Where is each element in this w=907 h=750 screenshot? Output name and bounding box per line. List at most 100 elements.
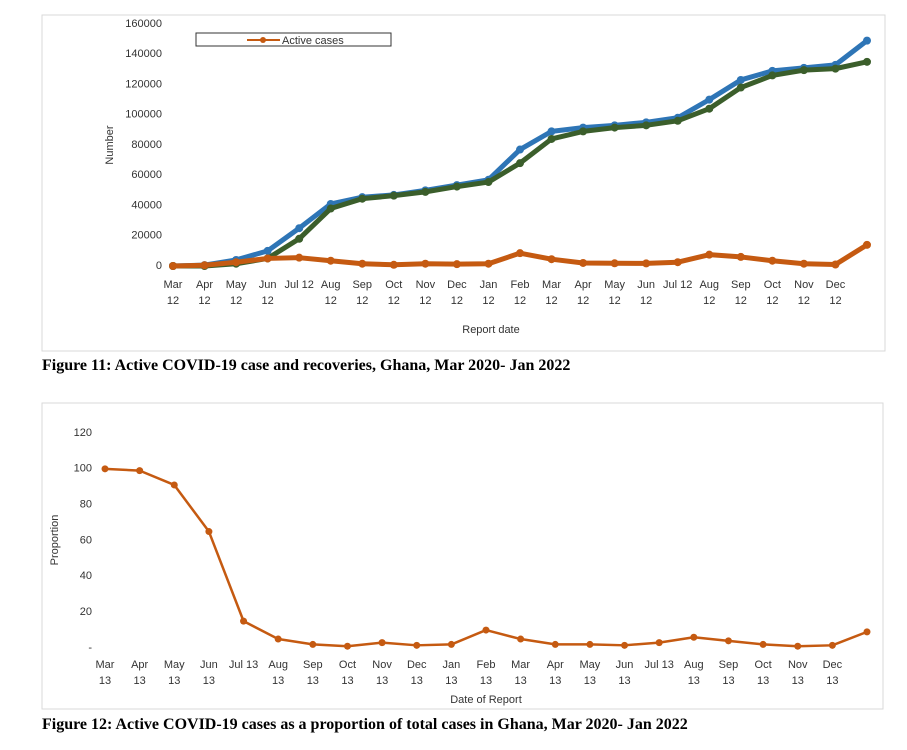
data-point (828, 641, 836, 649)
x-axis-label: Report date (462, 324, 519, 336)
x-tick-label: Aug 13 (684, 659, 704, 687)
x-tick-label: Dec 13 (406, 659, 427, 687)
data-point (547, 255, 556, 264)
legend-label: Active cases (282, 35, 344, 47)
data-point (768, 71, 777, 80)
data-point (547, 134, 556, 143)
x-tick-label: May 12 (225, 279, 247, 307)
caption: Figure 12: Active COVID-19 cases as a pr… (42, 716, 688, 733)
x-tick-label: Sep 12 (352, 279, 373, 307)
y-tick-label: 100000 (125, 109, 162, 121)
x-tick-label: Aug 13 (268, 659, 288, 687)
data-point (309, 640, 317, 648)
data-point (263, 254, 272, 263)
x-tick-label: Dec 12 (447, 279, 467, 307)
x-tick-label: Jan 12 (479, 279, 498, 307)
x-tick-label: Nov 13 (787, 659, 808, 687)
x-tick-label: May 12 (604, 279, 626, 307)
data-point (484, 259, 493, 268)
data-point (516, 249, 524, 258)
y-tick-label: 60 (80, 534, 92, 546)
data-point (295, 234, 304, 243)
x-tick-label: Oct 13 (338, 659, 357, 687)
x-tick-label: Jul 12 (284, 279, 314, 291)
data-point (295, 224, 304, 233)
data-point (295, 253, 304, 262)
data-point (794, 642, 802, 650)
data-point (690, 633, 698, 641)
data-point (863, 628, 871, 636)
x-tick-label: Nov 13 (372, 659, 392, 687)
x-tick-label: Sep 13 (718, 659, 739, 687)
chart-frame (41, 402, 884, 710)
x-tick-label: Apr 12 (574, 279, 592, 307)
data-point (768, 256, 777, 265)
y-tick-label: 0 (156, 260, 162, 272)
data-point (736, 83, 745, 92)
data-point (642, 259, 651, 268)
x-tick-label: Oct 12 (763, 279, 781, 307)
data-point (673, 116, 682, 125)
x-tick-label: Nov 12 (415, 279, 436, 307)
x-tick-label: Apr 12 (195, 279, 214, 307)
data-point (326, 256, 335, 265)
series-line (104, 467, 868, 648)
data-point (482, 626, 490, 634)
data-point (759, 640, 767, 648)
y-tick-label: 40 (80, 570, 92, 582)
data-point (705, 250, 714, 259)
x-axis-label: Date of Report (450, 694, 522, 706)
data-point (863, 57, 871, 66)
data-point (452, 182, 461, 191)
x-tick-label: Feb 12 (510, 279, 530, 307)
data-point (673, 258, 682, 267)
y-tick-label: 40000 (131, 199, 162, 211)
x-tick-label: Jun 12 (258, 279, 277, 307)
data-point (136, 467, 144, 475)
y-tick-label: 120000 (125, 78, 162, 90)
x-tick-label: Dec 13 (822, 659, 843, 687)
data-point (240, 617, 248, 625)
y-tick-label: 80000 (131, 139, 162, 151)
x-tick-label: Mar 12 (542, 279, 561, 307)
y-tick-label: 60000 (131, 169, 162, 181)
data-point (205, 528, 213, 536)
data-point (389, 260, 398, 269)
y-axis-label: Number (104, 125, 116, 164)
x-tick-label: Jan 13 (442, 659, 461, 687)
data-point (516, 159, 524, 168)
x-tick-label: Dec 12 (825, 279, 846, 307)
data-point (343, 642, 351, 650)
y-tick-label: 100 (74, 463, 92, 475)
legend-box (195, 32, 392, 47)
data-point (378, 639, 386, 647)
x-tick-label: Mar 13 (95, 659, 115, 687)
data-point (413, 641, 421, 649)
data-point (705, 95, 714, 104)
x-tick-label: May 13 (163, 659, 185, 687)
x-tick-label: Aug 12 (699, 279, 720, 307)
x-tick-label: Oct 13 (754, 659, 772, 687)
data-point (358, 259, 367, 268)
data-point (799, 66, 808, 75)
x-tick-label: Sep 12 (731, 279, 751, 307)
x-tick-label: Mar 13 (511, 659, 531, 687)
y-tick-label: 80 (80, 499, 92, 511)
y-tick-label: 140000 (125, 48, 162, 60)
legend-marker (260, 37, 266, 43)
data-point (358, 194, 367, 203)
data-point (724, 637, 732, 645)
data-point (579, 127, 588, 136)
x-tick-label: Nov 12 (794, 279, 814, 307)
data-point (101, 465, 109, 473)
data-point (705, 104, 714, 113)
x-tick-label: Jun 13 (615, 659, 634, 687)
x-tick-label: May 13 (579, 659, 601, 687)
data-point (579, 258, 588, 267)
data-point (516, 145, 524, 154)
x-tick-label: Sep 13 (303, 659, 323, 687)
data-point (736, 252, 745, 261)
data-point (169, 262, 177, 270)
data-point (621, 641, 629, 649)
